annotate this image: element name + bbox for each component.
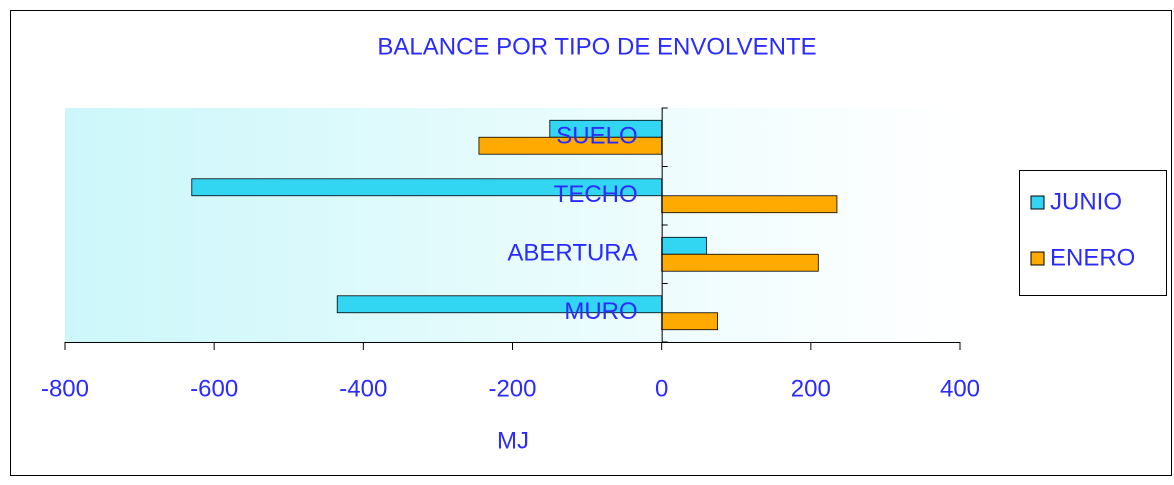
x-tick-label: -600	[190, 375, 238, 402]
y-tick-label: TECHO	[554, 181, 638, 208]
x-tick-label: 0	[655, 375, 668, 402]
bar	[336, 295, 663, 314]
x-axis-title: MJ	[497, 427, 529, 454]
y-tick-label: ABERTURA	[507, 240, 637, 267]
bar	[661, 236, 707, 255]
x-tick-label: 400	[940, 375, 980, 402]
legend-label: JUNIO	[1050, 188, 1122, 215]
y-tick-label: SUELO	[556, 123, 637, 150]
x-tick-label: -200	[488, 375, 536, 402]
x-tick-label: -800	[41, 375, 89, 402]
legend-swatch	[1030, 195, 1045, 210]
bar	[661, 253, 819, 272]
legend-box	[1019, 170, 1167, 296]
legend-label: ENERO	[1050, 244, 1135, 271]
bar	[661, 312, 719, 331]
legend-swatch	[1030, 251, 1045, 266]
x-tick-label: -400	[339, 375, 387, 402]
x-tick-label: 200	[791, 375, 831, 402]
bar	[661, 195, 838, 214]
chart-title: BALANCE POR TIPO DE ENVOLVENTE	[377, 33, 816, 60]
y-tick-label: MURO	[564, 298, 637, 325]
